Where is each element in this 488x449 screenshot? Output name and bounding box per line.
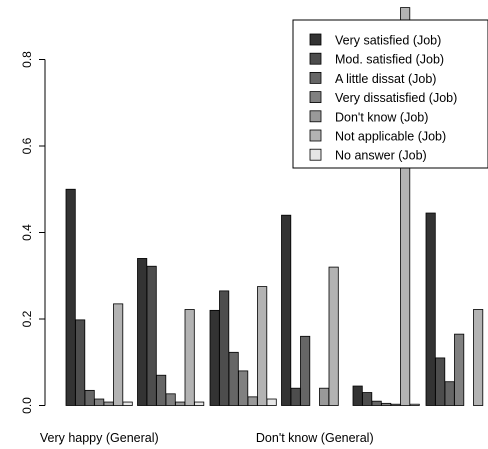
- legend-label: Mod. satisfied (Job): [335, 53, 444, 67]
- bar: [328, 266, 339, 406]
- y-tick-label: 0.2: [20, 310, 34, 327]
- bar: [435, 357, 446, 406]
- bar: [290, 387, 301, 406]
- legend-box: [292, 19, 488, 169]
- bar: [137, 258, 148, 406]
- bar: [409, 403, 420, 406]
- y-axis: 0.0 0.2 0.4 0.6 0.8: [20, 51, 46, 414]
- bar: [65, 188, 76, 406]
- bar: [281, 214, 292, 406]
- bar: [146, 265, 157, 406]
- legend-label: Not applicable (Job): [335, 130, 446, 144]
- bar: [362, 392, 373, 406]
- legend-swatch: [309, 72, 322, 84]
- bar: [444, 381, 455, 406]
- bar: [103, 401, 114, 406]
- bar: [84, 389, 95, 406]
- bar: [390, 403, 401, 406]
- legend-swatch: [309, 148, 322, 161]
- legend-swatch: [309, 91, 322, 103]
- bar: [209, 309, 220, 406]
- category-label: Very happy (General): [40, 431, 159, 445]
- bar: [113, 303, 124, 406]
- bar: [266, 398, 277, 406]
- category-labels: Very happy (General) Don't know (General): [40, 431, 374, 445]
- bar: [400, 7, 411, 406]
- legend-label: A little dissat (Job): [335, 72, 436, 86]
- category-label: Don't know (General): [256, 431, 374, 445]
- legend-label: No answer (Job): [335, 149, 427, 163]
- bar: [94, 398, 105, 406]
- legend: Very satisfied (Job) Mod. satisfied (Job)…: [292, 19, 488, 169]
- bar: [194, 401, 205, 406]
- y-tick-label: 0.0: [20, 397, 34, 414]
- legend-swatch: [309, 33, 322, 46]
- legend-label: Don't know (Job): [335, 110, 428, 124]
- bar: [184, 309, 195, 406]
- y-tick-label: 0.4: [20, 224, 34, 241]
- bar: [300, 335, 311, 406]
- bar: [156, 374, 167, 406]
- legend-swatch: [309, 129, 322, 142]
- bar: [247, 396, 258, 406]
- bar: [165, 393, 176, 406]
- y-tick-label: 0.6: [20, 137, 34, 154]
- bar: [381, 402, 392, 406]
- y-tick-label: 0.8: [20, 51, 34, 68]
- bar: [175, 401, 186, 406]
- bar: [371, 400, 382, 406]
- legend-swatch: [309, 52, 322, 65]
- bar: [238, 370, 249, 406]
- bar: [454, 333, 465, 406]
- bar: [122, 401, 133, 406]
- bar: [319, 387, 330, 406]
- bar: [257, 286, 268, 406]
- bar: [425, 212, 436, 406]
- legend-swatch: [309, 110, 322, 123]
- bar: [228, 351, 239, 406]
- legend-label: Very dissatisfied (Job): [335, 91, 457, 105]
- bar: [75, 319, 86, 406]
- bar: [352, 385, 363, 406]
- legend-label: Very satisfied (Job): [335, 34, 441, 48]
- bars: [65, 7, 484, 406]
- bar: [219, 290, 230, 406]
- bar: [473, 309, 484, 406]
